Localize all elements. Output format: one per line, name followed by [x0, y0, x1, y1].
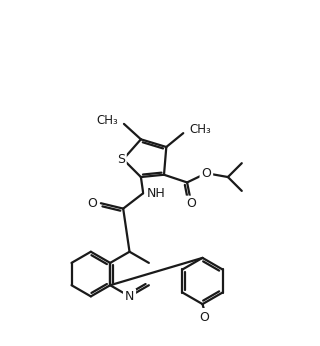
Text: NH: NH [146, 187, 165, 200]
Text: O: O [87, 197, 97, 210]
Text: S: S [117, 153, 125, 166]
Text: O: O [186, 198, 196, 210]
Text: CH₃: CH₃ [96, 113, 118, 127]
Text: O: O [199, 311, 209, 325]
Text: CH₃: CH₃ [189, 123, 211, 136]
Text: N: N [125, 290, 134, 303]
Text: O: O [201, 167, 211, 180]
